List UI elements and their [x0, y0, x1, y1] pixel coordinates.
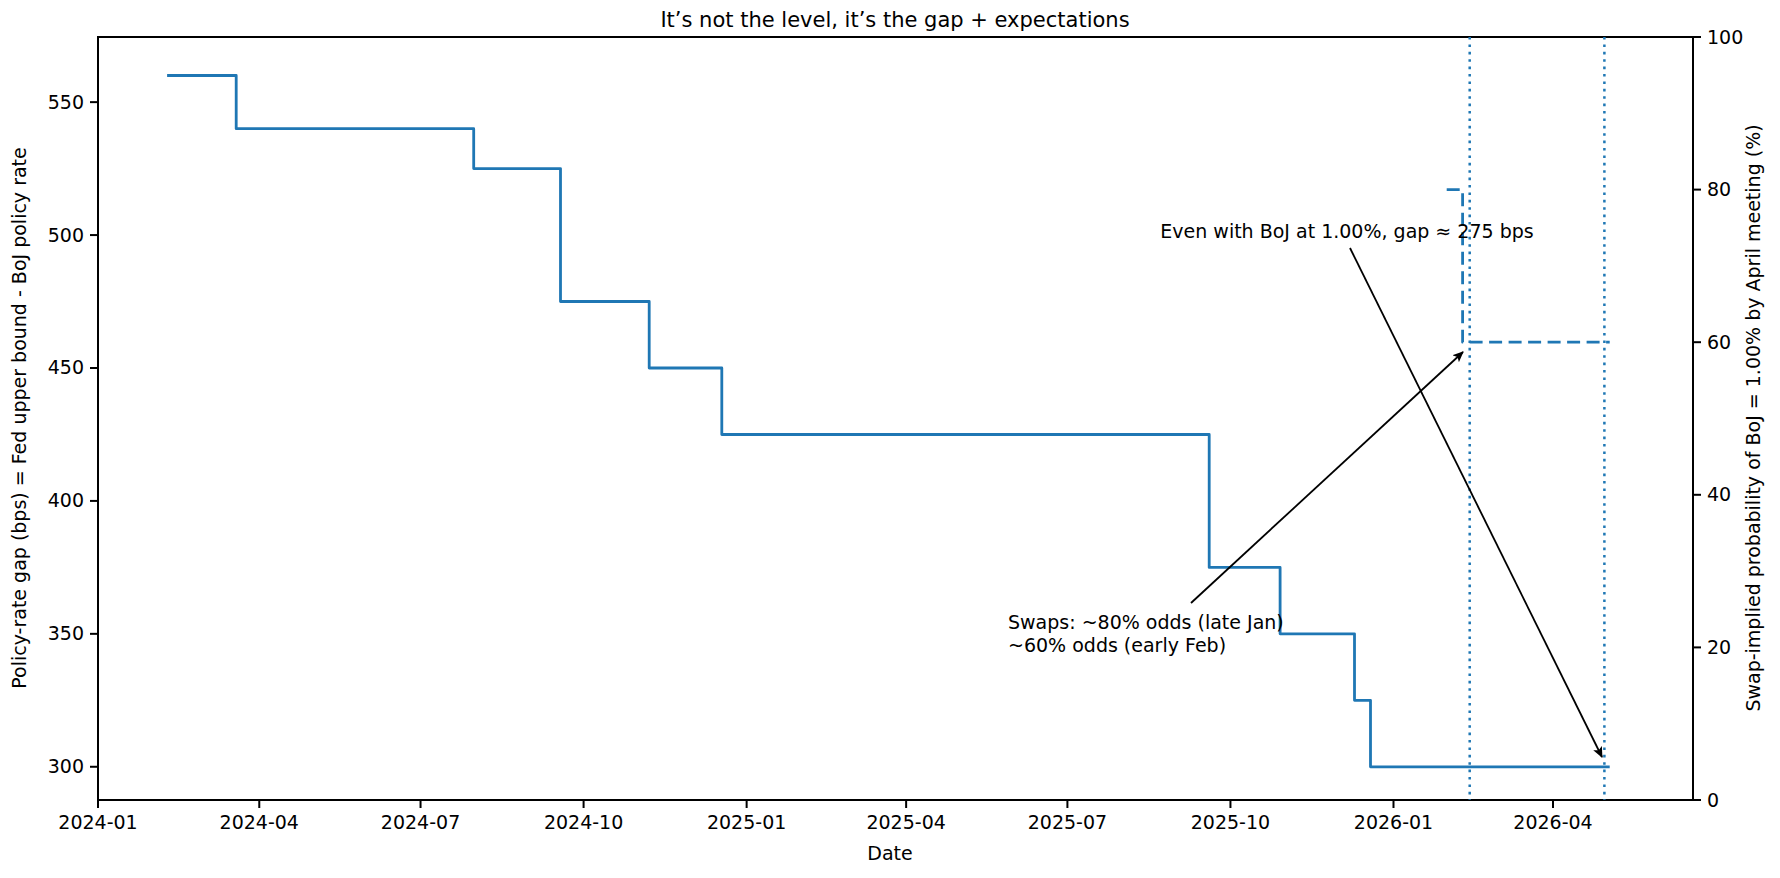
- series-swap-implied-probability-pct-line: [1447, 190, 1610, 343]
- x-axis-tick-label: 2025-10: [1191, 811, 1270, 833]
- x-axis-tick-label: 2025-04: [866, 811, 945, 833]
- y-right-axis-label: Swap-implied probability of BoJ = 1.00% …: [1742, 124, 1764, 711]
- x-axis-tick-label: 2024-01: [58, 811, 137, 833]
- y-left-tick-label: 500: [48, 224, 84, 246]
- x-axis-tick-label: 2024-10: [544, 811, 623, 833]
- y-right-tick-label: 0: [1707, 789, 1719, 811]
- y-right-tick-label: 100: [1707, 26, 1743, 48]
- x-axis-tick-label: 2024-07: [381, 811, 460, 833]
- x-axis-tick-label: 2025-07: [1028, 811, 1107, 833]
- swaps-annotation-arrow: [1191, 352, 1463, 603]
- y-left-tick-label: 450: [48, 356, 84, 378]
- y-left-tick-label: 300: [48, 755, 84, 777]
- x-axis-tick-label: 2025-01: [707, 811, 786, 833]
- swaps-annotation-text: Swaps: ~80% odds (late Jan)~60% odds (ea…: [1008, 611, 1284, 656]
- chart-title: It’s not the level, it’s the gap + expec…: [660, 8, 1129, 32]
- y-left-tick-label: 350: [48, 622, 84, 644]
- series-policy-rate-gap-bps-line: [167, 76, 1610, 767]
- gap-annotation-text: Even with BoJ at 1.00%, gap ≈ 275 bps: [1160, 220, 1533, 242]
- y-left-tick-label: 550: [48, 91, 84, 113]
- swaps-annotation-text-line: Swaps: ~80% odds (late Jan): [1008, 611, 1284, 633]
- x-axis-tick-label: 2026-04: [1513, 811, 1592, 833]
- x-axis-tick-label: 2026-01: [1354, 811, 1433, 833]
- chart-svg: It’s not the level, it’s the gap + expec…: [0, 0, 1780, 878]
- y-right-tick-label: 20: [1707, 636, 1731, 658]
- x-axis-label: Date: [867, 842, 912, 864]
- plot-border: [98, 37, 1693, 800]
- swaps-annotation-text-line: ~60% odds (early Feb): [1008, 634, 1226, 656]
- x-axis-tick-label: 2024-04: [220, 811, 299, 833]
- y-right-tick-label: 40: [1707, 483, 1731, 505]
- y-right-tick-label: 80: [1707, 178, 1731, 200]
- y-left-tick-label: 400: [48, 489, 84, 511]
- y-left-axis-label: Policy-rate gap (bps) = Fed upper bound …: [8, 147, 30, 688]
- gap-annotation-arrow: [1350, 248, 1602, 757]
- y-right-tick-label: 60: [1707, 331, 1731, 353]
- chart-figure: It’s not the level, it’s the gap + expec…: [0, 0, 1780, 878]
